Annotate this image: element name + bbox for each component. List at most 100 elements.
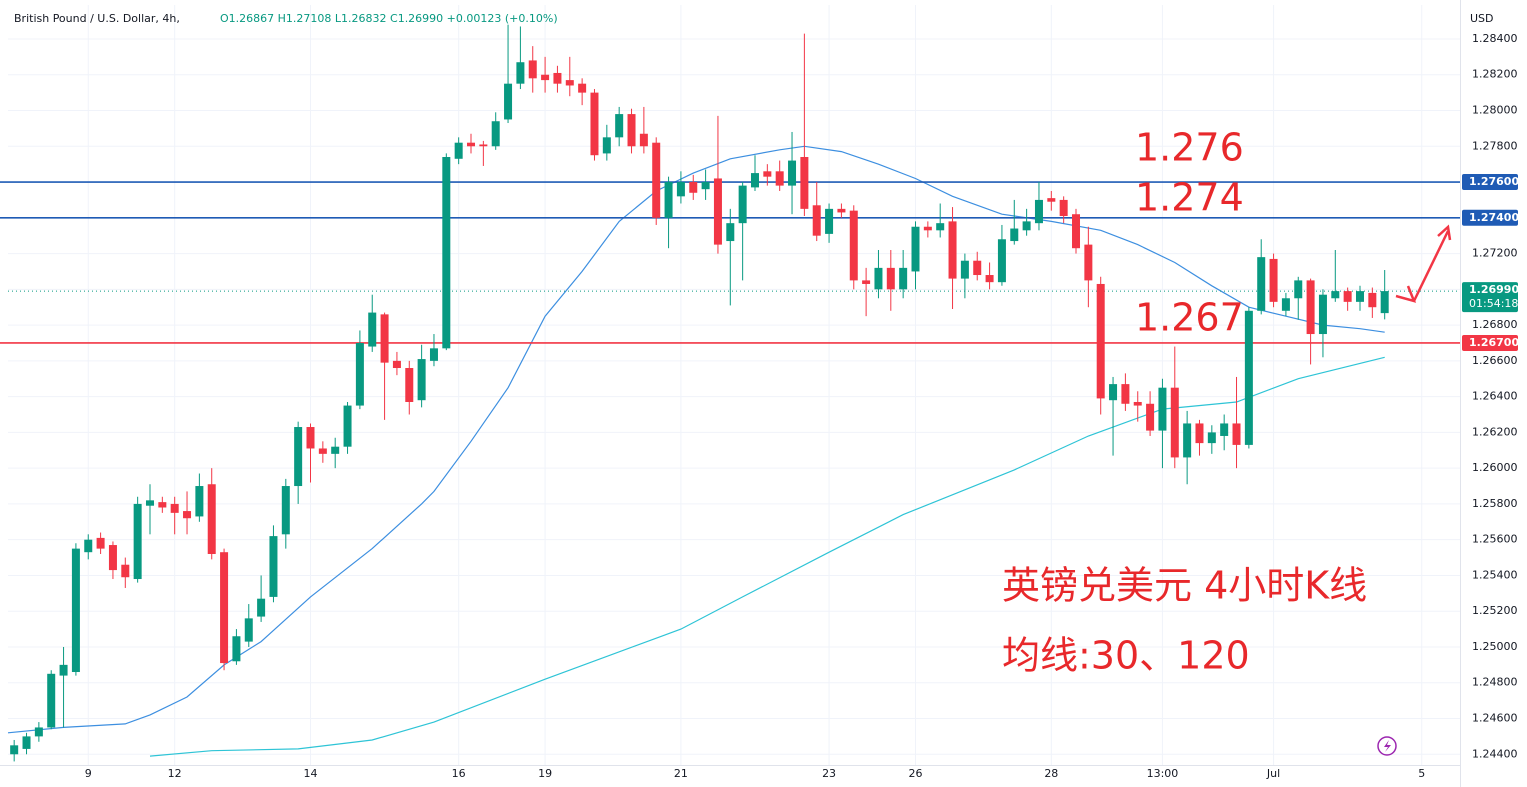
- candle-body: [1343, 291, 1352, 302]
- candle-body: [689, 182, 698, 193]
- level-tag: [1462, 334, 1518, 351]
- candle-body: [442, 157, 451, 349]
- candle-body: [911, 226, 920, 272]
- x-tick-label: 13:00: [1147, 767, 1179, 780]
- candle-body: [133, 503, 142, 580]
- candle-body: [1331, 291, 1340, 299]
- annotation: 1.274: [1135, 176, 1244, 220]
- candle-body: [578, 83, 587, 93]
- candle-body: [1269, 258, 1278, 302]
- candle-body: [775, 171, 784, 186]
- candle-body: [886, 267, 895, 290]
- candle-body: [121, 564, 130, 578]
- candle-body: [392, 360, 401, 369]
- y-tick-label: 1.26400: [1472, 390, 1518, 403]
- candle-body: [1034, 199, 1043, 224]
- candle-body: [1096, 283, 1105, 399]
- candle-body: [170, 503, 179, 513]
- candle-body: [244, 618, 253, 642]
- candle-body: [825, 208, 834, 234]
- plot-area: [0, 5, 1460, 765]
- candle-body: [541, 74, 550, 81]
- candle-body: [565, 80, 574, 86]
- candle-body: [1072, 214, 1081, 249]
- candle-body: [257, 598, 266, 617]
- event-icon-bolt: [1384, 740, 1391, 752]
- candle-body: [763, 171, 772, 177]
- annotation: 均线:30、120: [1002, 634, 1250, 678]
- candle-body: [380, 314, 389, 363]
- y-tick-label: 1.25200: [1472, 604, 1518, 617]
- x-tick-label: 16: [452, 767, 466, 780]
- y-tick-label: 1.24400: [1472, 747, 1518, 760]
- candle-body: [281, 486, 290, 535]
- candle-body: [899, 267, 908, 290]
- candle-body: [1380, 291, 1389, 314]
- candle-body: [627, 114, 636, 147]
- candle-body: [207, 484, 216, 554]
- candle-body: [1306, 280, 1315, 335]
- candle-body: [948, 221, 957, 279]
- annotation: 1.267: [1135, 296, 1244, 340]
- last-price-label: 1.26990: [1469, 283, 1519, 296]
- candle-body: [183, 511, 192, 519]
- candle-body: [788, 160, 797, 186]
- level-tag-label: 1.27600: [1469, 175, 1519, 188]
- x-tick-label: 14: [304, 767, 318, 780]
- candle-body: [1318, 294, 1327, 335]
- candle-body: [294, 427, 303, 487]
- candle-body: [454, 142, 463, 159]
- candle-body: [34, 727, 43, 737]
- candle-body: [553, 72, 562, 84]
- x-tick-label: 19: [538, 767, 552, 780]
- candle-body: [1207, 432, 1216, 444]
- candle-body: [936, 223, 945, 231]
- candle-body: [874, 267, 883, 290]
- candle-body: [1084, 244, 1093, 281]
- candle-body: [713, 178, 722, 245]
- candle-body: [1195, 423, 1204, 444]
- candle-body: [1294, 280, 1303, 299]
- candle-body: [923, 226, 932, 231]
- candle-body: [220, 552, 229, 664]
- candle-body: [1368, 292, 1377, 308]
- candle-body: [602, 137, 611, 154]
- candle-body: [1281, 298, 1290, 311]
- currency-label: USD: [1470, 12, 1494, 25]
- candle-body: [232, 636, 241, 662]
- candle-body: [429, 348, 438, 361]
- candle-body: [1170, 387, 1179, 458]
- y-tick-label: 1.27800: [1472, 139, 1518, 152]
- candle-body: [158, 502, 167, 508]
- candle-body: [10, 745, 19, 755]
- event-icon[interactable]: [1377, 736, 1397, 756]
- candle-body: [1010, 228, 1019, 242]
- candle-body: [800, 157, 809, 209]
- candle-body: [195, 486, 204, 517]
- level-tag: [1462, 209, 1518, 226]
- annotation: 英镑兑美元 4小时K线: [1002, 564, 1367, 608]
- candle-body: [849, 210, 858, 281]
- y-tick-label: 1.26200: [1472, 425, 1518, 438]
- candle-body: [639, 133, 648, 147]
- candle-body: [676, 182, 685, 197]
- candle-body: [1220, 423, 1229, 436]
- candle-body: [1257, 257, 1266, 311]
- moving-average: [149, 356, 1385, 757]
- candle-body: [405, 368, 414, 402]
- y-tick-label: 1.25800: [1472, 497, 1518, 510]
- candle-body: [1244, 310, 1253, 445]
- y-tick-label: 1.28000: [1472, 104, 1518, 117]
- candle-body: [1109, 384, 1118, 401]
- candle-body: [701, 182, 710, 190]
- candle-body: [615, 114, 624, 138]
- y-tick-label: 1.25600: [1472, 533, 1518, 546]
- candle-body: [997, 239, 1006, 283]
- y-tick-label: 1.24600: [1472, 712, 1518, 725]
- x-tick-label: 5: [1418, 767, 1425, 780]
- moving-average: [7, 145, 1385, 734]
- candle-body: [22, 736, 31, 749]
- x-tick-label: 23: [822, 767, 836, 780]
